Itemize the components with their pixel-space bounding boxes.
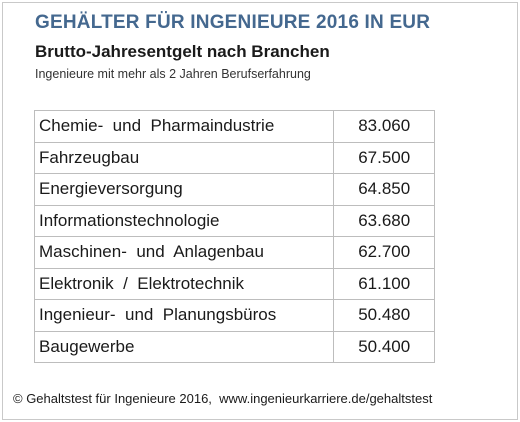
table-row: Ingenieur- und Planungsbüros 50.480 [33, 299, 435, 332]
salary-value: 67.500 [333, 141, 435, 174]
table-row: Baugewerbe 50.400 [33, 330, 435, 363]
chart-title: GEHÄLTER FÜR INGENIEURE 2016 IN EUR [35, 12, 431, 33]
chart-subtitle: Brutto-Jahresentgelt nach Branchen [35, 42, 330, 61]
category-label: Chemie- und Pharmaindustrie [33, 110, 335, 143]
table-row: Fahrzeugbau 67.500 [33, 141, 435, 174]
category-label: Fahrzeugbau [33, 141, 335, 174]
category-label: Maschinen- und Anlagenbau [33, 236, 335, 269]
category-label: Ingenieur- und Planungsbüros [33, 299, 335, 332]
category-label: Baugewerbe [33, 330, 335, 363]
table-row: Energieversorgung 64.850 [33, 173, 435, 206]
salary-value: 83.060 [333, 110, 435, 143]
salary-value: 63.680 [333, 204, 435, 237]
salary-value: 50.400 [333, 330, 435, 363]
chart-note: Ingenieure mit mehr als 2 Jahren Berufse… [35, 67, 311, 81]
salary-value: 64.850 [333, 173, 435, 206]
category-label: Energieversorgung [33, 173, 335, 206]
salary-value: 62.700 [333, 236, 435, 269]
table-row: Maschinen- und Anlagenbau 62.700 [33, 236, 435, 269]
table-row: Informationstechnologie 63.680 [33, 204, 435, 237]
salary-value: 61.100 [333, 267, 435, 300]
salary-value: 50.480 [333, 299, 435, 332]
category-label: Informationstechnologie [33, 204, 335, 237]
table-row: Chemie- und Pharmaindustrie 83.060 [33, 110, 435, 143]
salary-table: Chemie- und Pharmaindustrie 83.060 Fahrzeu… [33, 110, 435, 363]
category-label: Elektronik / Elektrotechnik [33, 267, 335, 300]
table-row: Elektronik / Elektrotechnik 61.100 [33, 267, 435, 300]
source-footer: © Gehaltstest für Ingenieure 2016, www.i… [13, 391, 433, 406]
